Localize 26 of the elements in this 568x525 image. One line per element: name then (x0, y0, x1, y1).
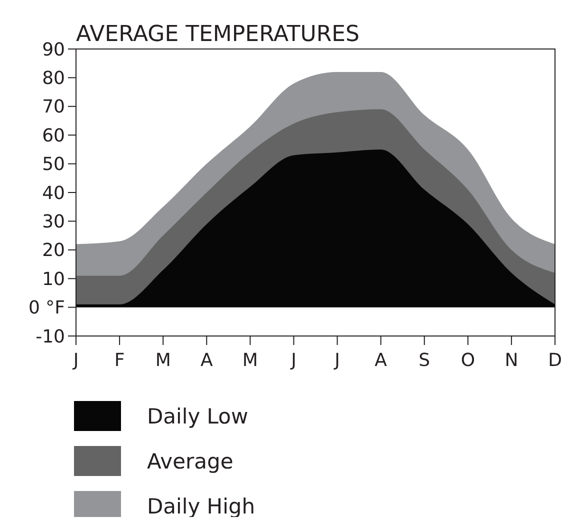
y-tick-label: 90 (42, 39, 65, 60)
legend-label: Average (147, 449, 234, 474)
x-tick-label: J (290, 350, 296, 371)
x-tick-label: J (72, 350, 79, 371)
y-tick-label: 20 (42, 240, 65, 262)
x-tick-label: D (548, 350, 562, 371)
legend-label: Daily Low (147, 404, 248, 428)
y-tick-label: 60 (42, 125, 65, 146)
chart-title: AVERAGE TEMPERATURES (76, 22, 360, 47)
x-tick-label: N (504, 350, 518, 371)
y-tick-label: 0 °F (28, 298, 65, 319)
x-tick-label: A (374, 350, 388, 371)
x-tick-label: S (418, 350, 430, 371)
y-tick-label: 80 (42, 68, 65, 89)
x-tick-label: A (200, 350, 214, 371)
y-tick-label: 50 (42, 154, 65, 176)
x-tick-label: O (460, 350, 475, 371)
y-tick-label: 10 (42, 268, 65, 290)
x-tick-label: M (242, 350, 258, 371)
y-tick-label: 30 (42, 212, 65, 232)
x-tick-label: M (155, 350, 171, 371)
y-tick-label: 70 (42, 96, 65, 118)
y-tick-label: -10 (36, 326, 65, 348)
x-tick-label: F (114, 350, 125, 371)
y-tick-label: 40 (42, 182, 65, 204)
x-tick-label: J (334, 350, 340, 371)
